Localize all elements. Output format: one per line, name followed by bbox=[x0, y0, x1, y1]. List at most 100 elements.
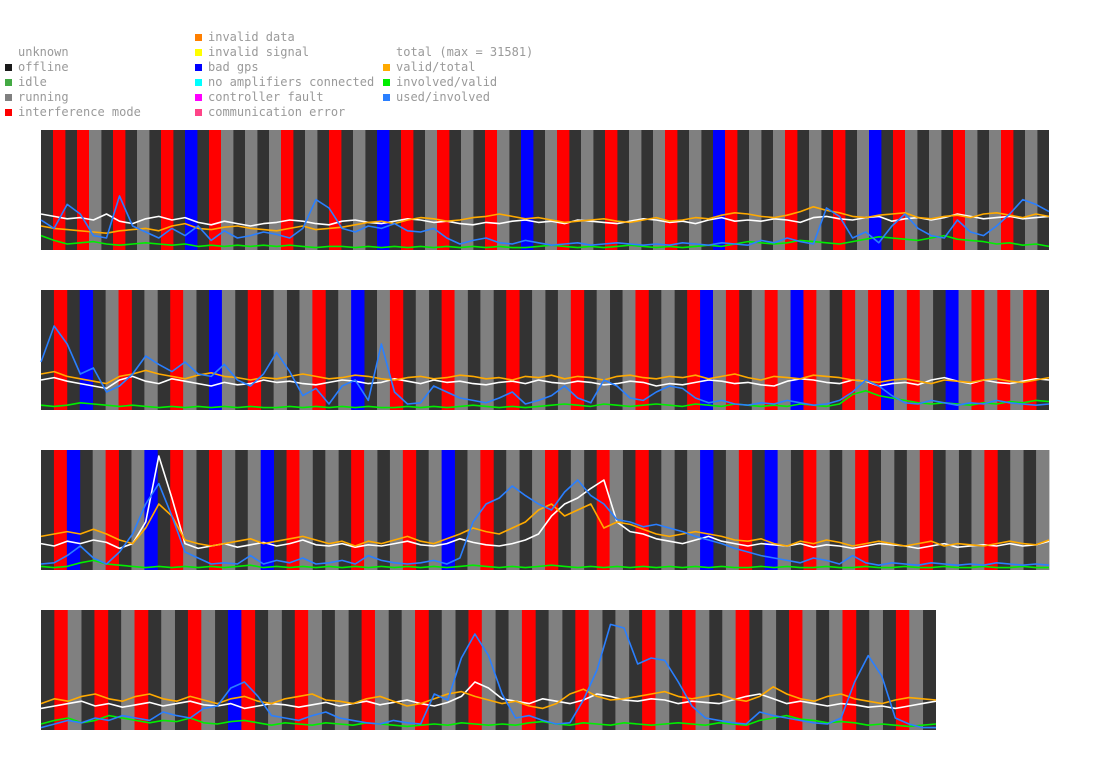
status-segment bbox=[857, 130, 870, 250]
status-segment bbox=[682, 610, 696, 730]
legend-label: running bbox=[18, 90, 69, 104]
status-segment bbox=[329, 130, 342, 250]
status-segment bbox=[713, 290, 727, 410]
status-segment bbox=[764, 450, 779, 570]
status-segment bbox=[762, 610, 777, 730]
status-segment bbox=[642, 610, 656, 730]
legend-item-running: running bbox=[5, 90, 141, 105]
status-segment bbox=[201, 610, 216, 730]
legend-swatch bbox=[5, 94, 12, 101]
status-segment bbox=[105, 290, 119, 410]
status-segment bbox=[929, 130, 942, 250]
status-segment bbox=[829, 610, 843, 730]
series-line-valid-total bbox=[40, 369, 1050, 385]
status-segment bbox=[53, 450, 68, 570]
status-segment bbox=[635, 450, 649, 570]
status-segment bbox=[909, 610, 924, 730]
status-segment bbox=[521, 610, 536, 730]
legend-item-invalid-data: invalid data bbox=[195, 30, 374, 45]
legend-label: idle bbox=[18, 75, 47, 89]
status-segment bbox=[777, 450, 791, 570]
status-segment bbox=[268, 610, 282, 730]
status-segment bbox=[653, 130, 666, 250]
status-segment bbox=[508, 610, 523, 730]
status-segment bbox=[269, 130, 282, 250]
status-segment bbox=[299, 450, 313, 570]
status-segment bbox=[545, 130, 558, 250]
status-segment bbox=[570, 290, 585, 410]
legend-swatch bbox=[383, 94, 390, 101]
status-segment bbox=[170, 290, 184, 410]
legend-label: bad gps bbox=[208, 60, 259, 74]
legend-item-no-amplifiers: no amplifiers connected bbox=[195, 75, 374, 90]
status-segment bbox=[725, 130, 738, 250]
status-segment bbox=[945, 290, 959, 410]
legend-faults: invalid data invalid signal bad gps no a… bbox=[195, 30, 374, 120]
status-segment bbox=[299, 290, 313, 410]
status-segment bbox=[377, 130, 390, 250]
legend-item-bad-gps: bad gps bbox=[195, 60, 374, 75]
status-segment bbox=[958, 290, 972, 410]
status-segment bbox=[334, 610, 349, 730]
status-segment bbox=[105, 450, 119, 570]
series-line-used-involved bbox=[40, 623, 936, 729]
status-segment bbox=[351, 450, 365, 570]
legend-label: invalid signal bbox=[208, 45, 310, 59]
status-segment bbox=[816, 290, 830, 410]
status-segment bbox=[953, 130, 966, 250]
status-segment bbox=[480, 290, 494, 410]
status-segment bbox=[764, 290, 779, 410]
status-segment bbox=[389, 450, 404, 570]
legend-swatch bbox=[195, 64, 202, 71]
status-segment bbox=[548, 610, 563, 730]
status-segment bbox=[687, 290, 701, 410]
status-segment bbox=[895, 610, 910, 730]
status-segment bbox=[53, 290, 68, 410]
status-segment bbox=[971, 450, 985, 570]
status-segment bbox=[480, 450, 494, 570]
legend-item-invalid-signal: invalid signal bbox=[195, 45, 374, 60]
status-segment bbox=[833, 130, 846, 250]
status-segment bbox=[722, 610, 737, 730]
legend-item-valid-total: valid/total bbox=[383, 60, 533, 75]
legend-swatch bbox=[5, 64, 12, 71]
status-segment bbox=[415, 610, 429, 730]
legend-label: no amplifiers connected bbox=[208, 75, 375, 89]
legend-item-interference: interference mode bbox=[5, 105, 141, 120]
status-segment bbox=[374, 610, 389, 730]
status-segment bbox=[965, 130, 978, 250]
legend-swatch bbox=[195, 79, 202, 86]
status-segment bbox=[294, 610, 309, 730]
status-segment bbox=[557, 130, 570, 250]
status-segment bbox=[713, 130, 726, 250]
legend-label: controller fault bbox=[208, 90, 324, 104]
status-segment bbox=[441, 610, 456, 730]
legend-label: involved/valid bbox=[396, 75, 498, 89]
legend-swatch bbox=[195, 34, 202, 41]
status-segment bbox=[557, 290, 572, 410]
status-segment bbox=[312, 290, 326, 410]
status-segment bbox=[245, 130, 258, 250]
status-segment bbox=[803, 290, 817, 410]
status-segment bbox=[506, 450, 520, 570]
status-segment bbox=[305, 130, 318, 250]
series-line-involved-valid bbox=[40, 559, 1049, 569]
legend-item-offline: offline bbox=[5, 60, 141, 75]
status-segment bbox=[77, 130, 90, 250]
status-segment bbox=[209, 130, 222, 250]
legend-item-involved-valid: involved/valid bbox=[383, 75, 533, 90]
status-segment bbox=[906, 290, 921, 410]
status-segment bbox=[79, 290, 94, 410]
legend-swatch bbox=[195, 109, 202, 116]
status-segment bbox=[751, 290, 766, 410]
legend-label: invalid data bbox=[208, 30, 295, 44]
status-segment bbox=[629, 130, 642, 250]
legend-label: total (max = 31581) bbox=[396, 45, 534, 59]
status-segment bbox=[893, 130, 906, 250]
status-segment bbox=[221, 130, 234, 250]
status-segment bbox=[467, 450, 481, 570]
status-segment bbox=[790, 290, 804, 410]
chart-panel-2 bbox=[40, 290, 1050, 410]
status-segment bbox=[221, 450, 236, 570]
legend-status: unknown offline idle running interferenc… bbox=[5, 45, 141, 120]
